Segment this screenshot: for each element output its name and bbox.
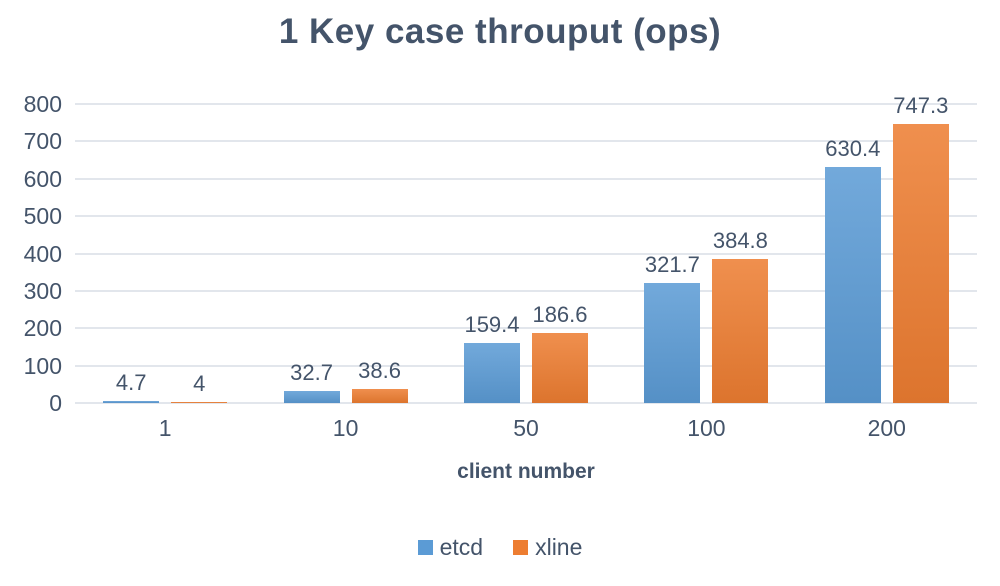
gridline	[75, 364, 977, 367]
bar-group: 159.4 186.6	[436, 104, 616, 403]
y-tick-label: 400	[23, 240, 62, 267]
y-axis: 0 100 200 300 400 500 600 700 800	[0, 91, 62, 416]
bar-etcd-100	[644, 282, 701, 403]
gridline	[75, 327, 977, 330]
bar-xline-50	[531, 333, 588, 403]
gridline	[75, 402, 977, 404]
bar-group: 4.7 4	[75, 104, 255, 403]
bar-wrapper: 384.8	[712, 104, 769, 403]
data-label: 630.4	[825, 136, 881, 162]
y-tick-label: 800	[23, 91, 62, 117]
data-label: 384.8	[712, 228, 768, 254]
bar-group: 321.7 384.8	[616, 104, 796, 403]
bar-wrapper: 747.3	[892, 93, 949, 403]
bar-etcd-10	[283, 390, 340, 403]
data-label: 4.7	[115, 370, 147, 396]
bar-xline-1	[171, 401, 228, 403]
data-label: 32.7	[290, 359, 333, 385]
x-tick-label: 200	[867, 415, 906, 441]
x-tick-label: 50	[513, 415, 539, 441]
legend-swatch-xline	[513, 540, 529, 555]
x-axis-title: client number	[457, 460, 595, 483]
bar-etcd-200	[824, 167, 881, 403]
data-label: 159.4	[464, 312, 520, 338]
y-tick-label: 100	[23, 352, 62, 379]
legend-label: etcd	[439, 534, 484, 560]
data-label: 38.6	[358, 357, 401, 383]
bar-wrapper: 4	[171, 104, 228, 403]
y-tick-label: 0	[49, 390, 62, 416]
y-tick-label: 700	[23, 128, 62, 155]
legend-swatch-etcd	[417, 540, 433, 555]
y-tick-label: 600	[23, 165, 62, 192]
bar-wrapper: 38.6	[351, 104, 408, 403]
data-label: 321.7	[644, 251, 700, 277]
bar-etcd-50	[463, 343, 520, 403]
legend: etcd xline	[0, 534, 1000, 561]
y-tick-label: 200	[23, 315, 62, 342]
gridline	[75, 103, 977, 105]
y-tick-label: 500	[23, 203, 62, 230]
bar-group: 32.7 38.6	[255, 104, 435, 403]
bar-wrapper: 186.6	[531, 104, 588, 403]
gridline	[75, 177, 977, 180]
bar-wrapper: 321.7	[644, 104, 701, 403]
gridline	[75, 215, 977, 218]
bar-xline-200	[892, 123, 949, 403]
bar-xline-10	[351, 388, 408, 403]
x-tick-label: 100	[687, 415, 726, 441]
legend-label: xline	[535, 534, 583, 560]
gridline	[75, 289, 977, 292]
y-tick-label: 300	[23, 277, 62, 304]
bar-wrapper: 159.4	[463, 104, 520, 403]
x-tick-label: 1	[158, 415, 172, 441]
chart-title: 1 Key case throuput (ops)	[278, 12, 722, 51]
legend-item-xline: xline	[513, 534, 582, 561]
gridline	[75, 252, 977, 255]
gridline	[75, 140, 977, 143]
data-label: 747.3	[893, 92, 949, 118]
x-tick-label: 10	[332, 415, 359, 441]
data-label: 186.6	[532, 302, 588, 328]
bar-etcd-1	[103, 401, 160, 403]
x-axis: 1 10 50 100 200	[75, 415, 977, 445]
data-label: 4	[193, 370, 206, 396]
plot-area: 4.7 4 32.7 38.6 159.4 186.6 321.7 384.8 630.4 747…	[75, 93, 977, 404]
bar-xline-100	[712, 259, 769, 403]
bar-wrapper: 630.4	[824, 104, 881, 403]
bar-wrapper: 32.7	[283, 104, 340, 403]
bar-group: 630.4 747.3	[797, 93, 977, 403]
legend-item-etcd: etcd	[417, 534, 484, 561]
bar-wrapper: 4.7	[103, 104, 160, 403]
